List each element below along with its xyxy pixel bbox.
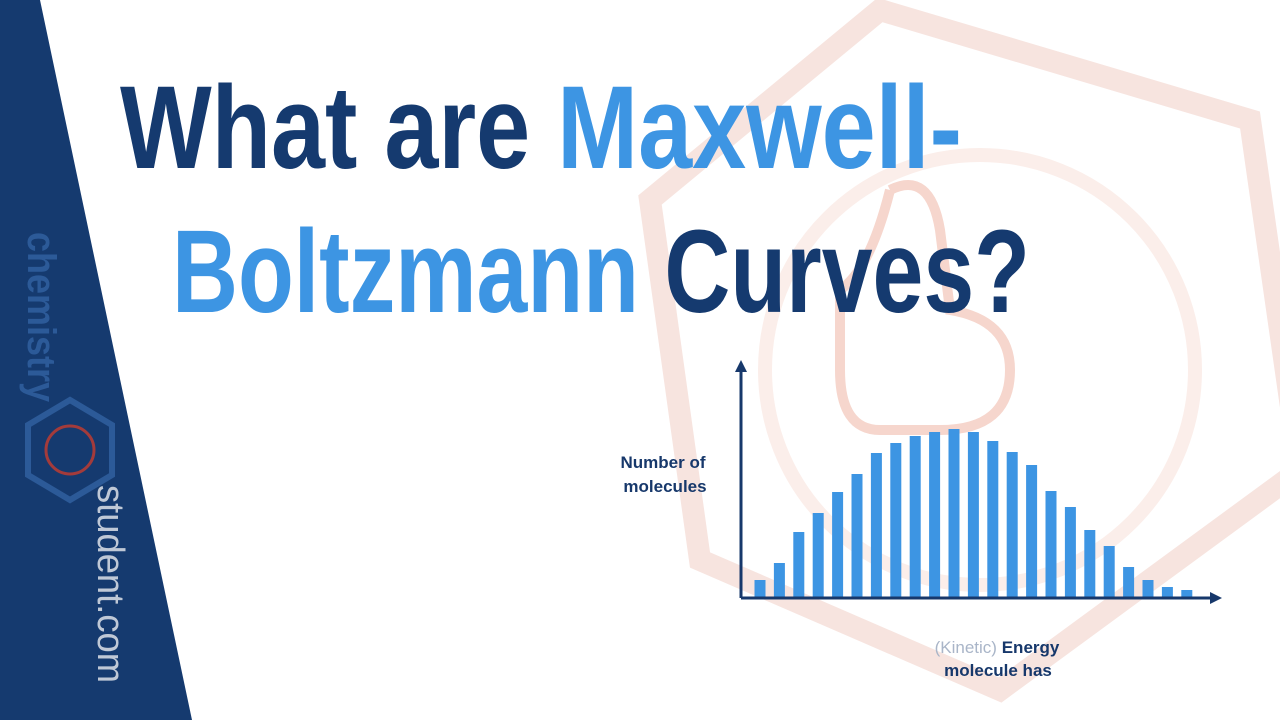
bar — [1064, 507, 1076, 598]
bar — [1161, 587, 1173, 598]
y-label: Number of — [621, 453, 706, 472]
x-label: molecule has — [944, 661, 1052, 680]
bar — [929, 432, 941, 598]
title-part: Maxwell- — [557, 62, 962, 194]
x-label: (Kinetic) Energy — [935, 638, 1060, 657]
bar — [1181, 590, 1193, 598]
bar — [793, 532, 805, 598]
bar — [890, 443, 902, 598]
brand-logo — [25, 396, 115, 504]
bar — [754, 580, 766, 598]
title-line: What are Maxwell- — [120, 62, 962, 194]
bar — [773, 563, 785, 598]
watermark — [638, 0, 1280, 703]
x-label-prefix: (Kinetic) — [935, 638, 997, 657]
bar — [851, 474, 863, 598]
bar — [909, 436, 921, 598]
bar — [1084, 530, 1096, 598]
brand-site: student.com — [89, 485, 131, 683]
side-band — [0, 0, 192, 720]
y-label: molecules — [623, 477, 706, 496]
y-axis-arrow — [735, 360, 747, 372]
bar — [832, 492, 844, 598]
title-part: Curves? — [664, 206, 1030, 338]
chart — [735, 360, 1222, 604]
x-label-main: Energy — [1002, 638, 1060, 657]
x-axis-arrow — [1210, 592, 1222, 604]
bar — [967, 432, 979, 598]
bar — [812, 513, 824, 598]
title-part: Boltzmann — [172, 206, 639, 338]
bar — [870, 453, 882, 598]
bar — [1142, 580, 1154, 598]
bar — [948, 429, 960, 598]
bar — [1026, 465, 1038, 598]
bar — [1045, 491, 1057, 598]
title-line: Boltzmann Curves? — [172, 206, 1030, 338]
bar — [1123, 567, 1135, 598]
bar — [1006, 452, 1018, 598]
bar — [987, 441, 999, 598]
title-part: What are — [120, 62, 530, 194]
bar — [1103, 546, 1115, 598]
brand-name: chemistry — [19, 232, 63, 403]
